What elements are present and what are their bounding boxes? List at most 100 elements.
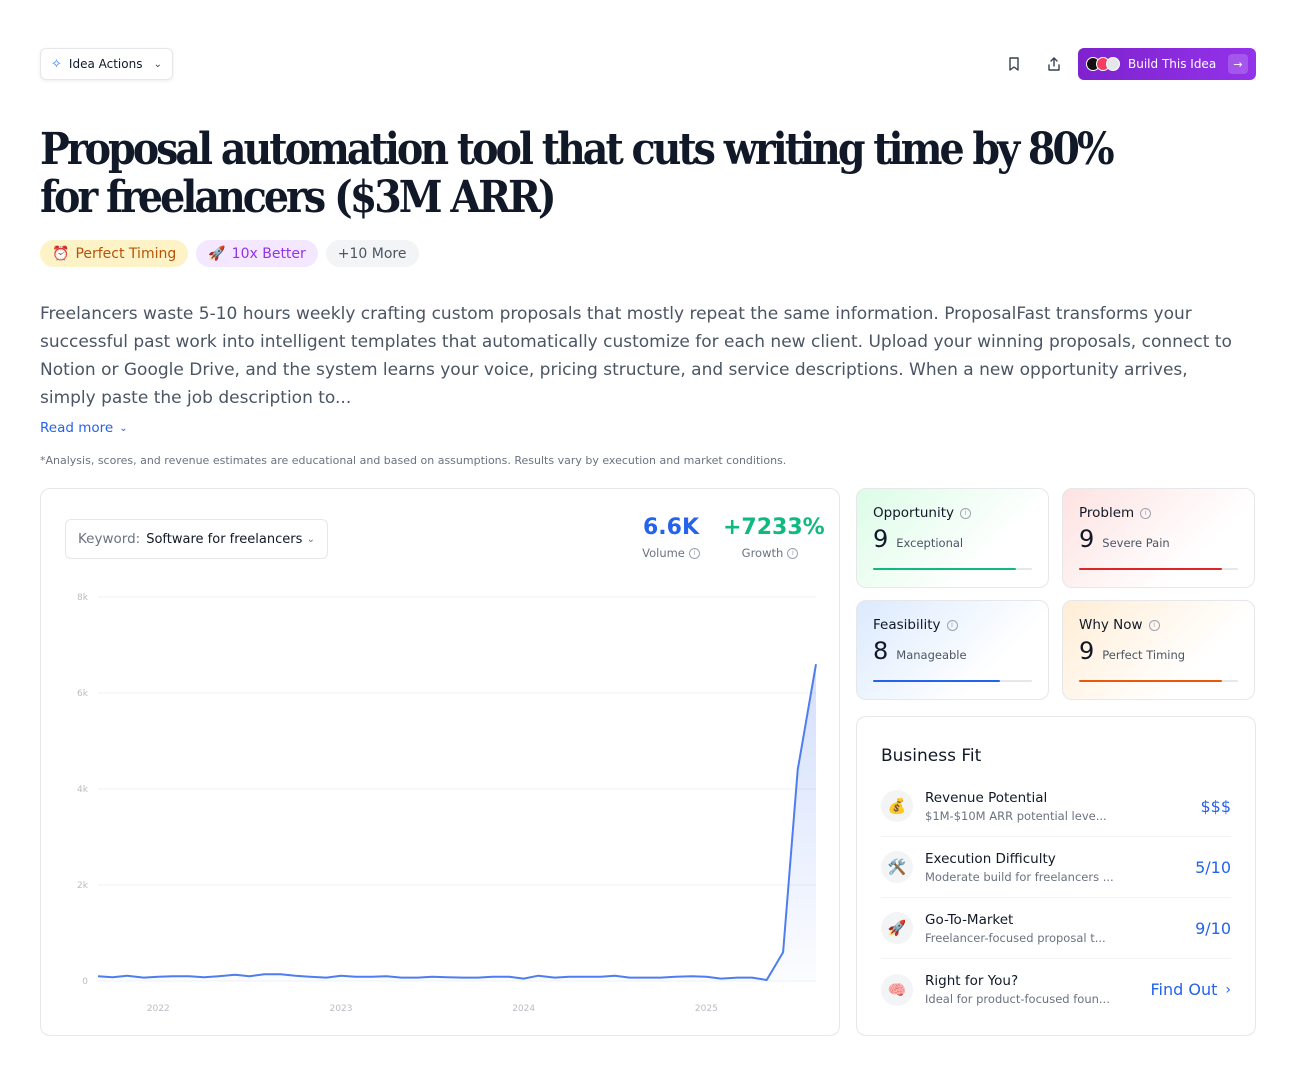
keyword-select[interactable]: Keyword: Software for freelancers ⌄ [65,519,328,559]
row-title: Right for You? [925,973,1019,989]
score-bar [1079,568,1238,570]
tag-perfect-timing[interactable]: ⏰ Perfect Timing [40,240,189,267]
build-this-idea-button[interactable]: Build This Idea → [1078,48,1256,80]
tag-label: Perfect Timing [75,245,177,262]
volume-stat: 6.6K Volume i [639,515,703,560]
info-icon[interactable]: i [787,547,799,559]
problem-score-card[interactable]: Problem i 9 Severe Pain [1062,488,1255,588]
tag-label: 10x Better [231,245,306,262]
read-more-label: Read more [40,420,114,436]
execution-difficulty-row[interactable]: 🛠️ Execution Difficulty Moderate build fo… [881,837,1231,898]
trend-chart-card: Keyword: Software for freelancers ⌄ 6.6K… [40,488,840,1036]
tag-more[interactable]: +10 More [325,240,419,267]
y-tick-label: 2k [77,881,89,891]
go-to-market-row[interactable]: 🚀 Go-To-Market Freelancer-focused proposa… [881,898,1231,959]
score-title: Opportunity [873,505,955,521]
rocket-icon: 🚀 [881,912,913,944]
series-area [98,664,816,981]
read-more-link[interactable]: Read more ⌄ [40,420,128,436]
score-value: 9 [1079,525,1095,553]
score-title: Problem [1079,505,1135,521]
info-icon[interactable]: i [1148,619,1160,631]
y-tick-label: 6k [77,689,89,699]
revenue-potential-row[interactable]: 💰 Revenue Potential $1M-$10M ARR potentia… [881,776,1231,837]
chevron-down-icon: ⌄ [119,422,128,434]
idea-description: Freelancers waste 5-10 hours weekly craf… [40,304,1232,408]
arrow-right-icon: → [1228,54,1248,74]
y-tick-label: 0 [82,977,88,987]
share-icon [1048,57,1060,71]
keyword-value: Software for freelancers [146,531,303,547]
score-value: 8 [873,637,889,665]
tag-label: +10 More [337,245,407,262]
score-bar [1079,680,1238,682]
series-line [97,664,817,981]
sparkle-icon: ✧ [51,56,62,72]
chevron-down-icon: ⌄ [153,58,162,70]
row-value: 9/10 [1195,918,1231,938]
chevron-right-icon: › [1225,981,1231,998]
info-icon[interactable]: i [946,619,958,631]
volume-value: 6.6K [642,515,700,540]
growth-stat: +7233% Growth i [723,515,825,560]
page-title: Proposal automation tool that cuts writi… [40,124,1115,223]
tools-icon: 🛠️ [881,851,913,883]
info-icon[interactable]: i [688,547,700,559]
score-bar [873,680,1032,682]
disclaimer: *Analysis, scores, and revenue estimates… [40,454,787,467]
x-tick-label: 2023 [330,1004,353,1014]
chevron-down-icon: ⌄ [306,533,315,545]
row-subtitle: Freelancer-focused proposal t... [925,930,1106,945]
bookmark-icon [1009,57,1019,71]
y-tick-label: 8k [77,593,89,603]
right-for-you-row[interactable]: 🧠 Right for You? Ideal for product-focuse… [881,959,1231,1020]
x-tick-label: 2022 [147,1004,170,1014]
score-bar-fill [1079,680,1223,682]
score-label: Manageable [896,648,967,662]
find-out-label: Find Out [1150,980,1218,999]
feasibility-score-card[interactable]: Feasibility i 8 Manageable [856,600,1049,700]
brain-icon: 🧠 [881,973,913,1006]
score-bar-fill [1079,568,1223,570]
build-label: Build This Idea [1128,57,1217,71]
row-title: Go-To-Market [925,911,1014,928]
row-title: Execution Difficulty [925,850,1056,867]
score-label: Severe Pain [1102,536,1170,550]
opportunity-score-card[interactable]: Opportunity i 9 Exceptional [856,488,1049,588]
tool-logo-icon [1106,57,1120,71]
share-button[interactable] [1042,52,1066,76]
search-volume-chart: 0 2k 4k 6k 8k 2022 2023 2024 2025 [77,593,817,1014]
bookmark-button[interactable] [1002,52,1026,76]
row-title: Revenue Potential [925,789,1048,806]
row-value: $$$ [1200,796,1231,816]
why-now-score-card[interactable]: Why Now i 9 Perfect Timing [1062,600,1255,700]
row-value: 5/10 [1195,857,1231,877]
score-label: Exceptional [896,536,964,550]
money-bag-icon: 💰 [881,790,913,822]
rocket-icon: 🚀 [208,245,226,262]
row-subtitle: $1M-$10M ARR potential leve... [925,808,1107,823]
idea-actions-label: Idea Actions [68,57,143,71]
business-fit-title: Business Fit [881,746,982,766]
info-icon[interactable]: i [1140,507,1152,519]
growth-value: +7233% [723,515,825,540]
score-title: Feasibility [873,617,941,633]
score-title: Why Now [1079,617,1143,633]
score-value: 9 [1079,637,1095,665]
tag-list: ⏰ Perfect Timing 🚀 10x Better +10 More [40,240,419,267]
tag-10x-better[interactable]: 🚀 10x Better [196,240,318,267]
row-subtitle: Ideal for product-focused foun... [925,992,1110,1006]
growth-label: Growth [741,546,784,560]
x-tick-label: 2024 [512,1004,535,1014]
score-label: Perfect Timing [1102,648,1186,662]
info-icon[interactable]: i [960,507,972,519]
business-fit-card: Business Fit 💰 Revenue Potential $1M-$10M… [856,716,1256,1036]
alarm-clock-icon: ⏰ [52,245,70,262]
score-bar-fill [873,680,1001,682]
volume-label: Volume [642,546,685,560]
score-bar [873,568,1032,570]
score-bar-fill [873,568,1017,570]
idea-actions-button[interactable]: ✧ Idea Actions ⌄ [40,48,173,80]
find-out-link[interactable]: Find Out › [1151,980,1231,999]
x-tick-label: 2025 [695,1004,718,1014]
